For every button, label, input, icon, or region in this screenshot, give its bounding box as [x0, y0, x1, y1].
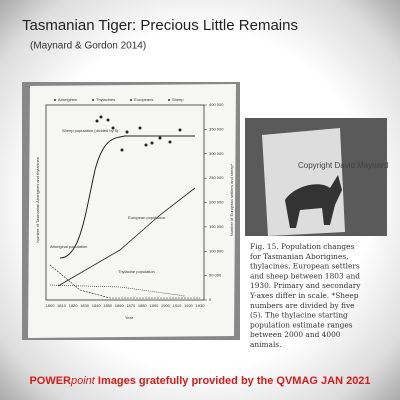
right-axis-label: Number of European settlers and sheep*	[229, 163, 234, 236]
x-tick-label: 1860	[115, 303, 125, 308]
thylacine-image	[285, 175, 342, 228]
legend-entry: Aborigines	[58, 97, 77, 102]
legend-entry: Sheep	[172, 97, 184, 102]
right-tick-label: 350 000	[209, 126, 224, 131]
x-tick-label: 1820	[69, 303, 79, 308]
x-axis-label: Year	[125, 315, 134, 320]
right-tick-label: 200 000	[209, 200, 224, 205]
caption-line: Fig. 15. Population changes	[250, 242, 354, 251]
caption-line: for Tasmanian Aborigines,	[250, 252, 348, 261]
footer-point: point	[70, 375, 96, 387]
sheep-curve	[59, 135, 195, 259]
right-tick-label: 0	[209, 297, 212, 302]
footer-power: POWER	[29, 375, 71, 387]
annotation: European population	[128, 215, 165, 220]
right-tick-label: 50 000	[209, 273, 222, 278]
footer: POWERpoint Images gratefully provided by…	[29, 375, 370, 387]
caption-line: animals.	[250, 340, 281, 349]
x-tick-label: 1930	[196, 303, 206, 308]
annotation: Sheep population (divided by 5)	[62, 128, 119, 133]
legend-entry: Thylacines	[96, 97, 115, 102]
x-tick-label: 1890	[149, 303, 159, 308]
x-tick-label: 1840	[92, 303, 102, 308]
right-tick-label: 250 000	[209, 175, 224, 180]
annotation: Thylacine population	[118, 269, 155, 274]
title: Tasmanian Tiger: Precious Little Remains	[22, 17, 298, 34]
caption-line: and sheep between 1803 and	[250, 271, 360, 280]
footer-rest: Images gratefully provided by the QVMAG …	[95, 375, 371, 387]
legend-marker	[168, 99, 170, 101]
right-tick-label: 150 000	[209, 224, 224, 229]
aboriginal-curve	[49, 264, 200, 299]
caption-line: (5). The thylacine starting	[250, 311, 348, 320]
x-tick-label: 1920	[184, 303, 194, 308]
x-tick-label: 1900	[161, 303, 171, 308]
caption-line: population estimate ranges	[250, 320, 353, 329]
legend-entry: Europeans	[134, 97, 153, 102]
citation: (Maynard & Gordon 2014)	[30, 41, 146, 52]
caption-line: 1930. Primary and secondary	[250, 281, 361, 290]
figure: Sheep population (divided by 5) European…	[35, 97, 234, 320]
right-tick-label: 300 000	[209, 151, 224, 156]
right-tick-label: 400 000	[209, 102, 224, 107]
x-tick-label: 1910	[172, 303, 182, 308]
thylacine-curve	[49, 284, 186, 297]
book-cover	[262, 128, 345, 236]
caption-line: numbers are divided by five	[250, 301, 355, 310]
caption-line: thylacines, European settlers	[250, 262, 360, 271]
x-tick-label: 1810	[57, 303, 67, 308]
x-tick-label: 1850	[103, 303, 113, 308]
annotation: Aboriginal population	[50, 244, 87, 249]
legend-marker	[130, 99, 132, 101]
chart-paper	[28, 84, 236, 338]
caption-line: between 2000 and 4000	[250, 330, 341, 339]
right-tick-label: 100 000	[209, 248, 224, 253]
x-tick-label: 1830	[80, 303, 90, 308]
legend-marker	[54, 99, 56, 101]
copyright: Copyright David Maynard	[298, 161, 388, 170]
x-tick-label: 1880	[138, 303, 148, 308]
scatter-points	[95, 115, 182, 152]
x-tick-label: 1870	[126, 303, 136, 308]
left-axis-label: Number of Tasmanian Aborigines and thyla…	[35, 157, 40, 243]
caption-line: Y-axes differ in scale. *Sheep	[249, 291, 359, 300]
x-tick-label: 1800	[46, 303, 56, 308]
european-curve	[57, 187, 196, 287]
legend-marker	[92, 99, 94, 101]
